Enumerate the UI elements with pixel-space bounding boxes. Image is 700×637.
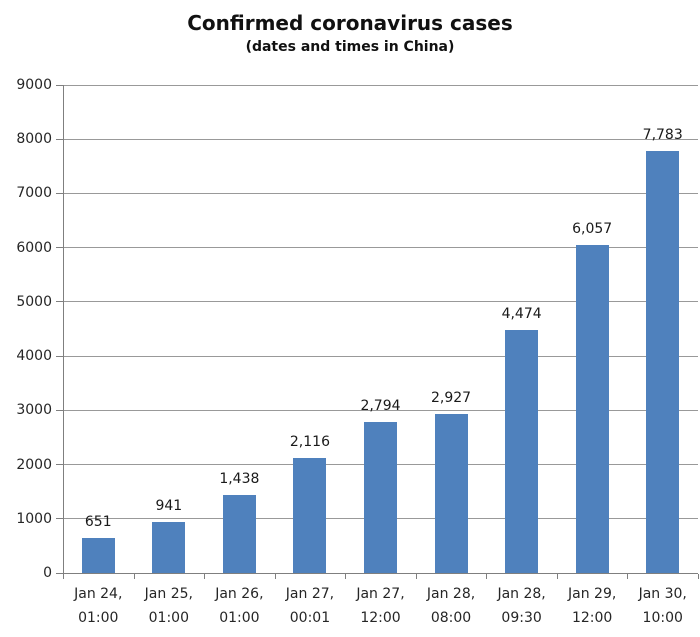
y-axis-tick <box>56 247 63 249</box>
gridline <box>63 409 698 411</box>
chart-title: Confirmed coronavirus cases <box>187 11 513 35</box>
bar-value-label: 941 <box>155 497 183 514</box>
y-axis-label: 7000 <box>16 185 52 202</box>
y-axis-label: 5000 <box>16 293 52 310</box>
x-axis-tick <box>486 573 488 579</box>
gridline <box>63 247 698 249</box>
y-axis-tick <box>56 409 63 411</box>
x-axis-label: Jan 26, 01:00 <box>215 586 264 626</box>
x-axis-label: Jan 27, 12:00 <box>356 586 405 626</box>
bar-value-label: 2,116 <box>289 434 330 451</box>
x-axis-tick <box>698 573 699 579</box>
y-axis-label: 9000 <box>16 77 52 93</box>
bar-value-label: 2,927 <box>431 390 472 407</box>
gridline <box>63 84 698 86</box>
x-axis-tick <box>63 573 64 579</box>
x-axis-label: Jan 29, 12:00 <box>568 586 617 626</box>
x-axis-tick <box>345 573 347 579</box>
bar-value-label: 7,783 <box>642 126 683 143</box>
y-axis-label: 8000 <box>16 131 52 148</box>
gridline <box>63 138 698 140</box>
x-axis-label: Jan 27, 00:01 <box>285 586 335 626</box>
bar-value-label: 1,438 <box>219 471 260 488</box>
bar-value-label: 4,474 <box>501 306 542 323</box>
y-axis-label: 6000 <box>16 239 52 256</box>
bar <box>646 150 680 573</box>
y-axis-label: 3000 <box>16 402 52 419</box>
bar <box>364 421 397 573</box>
bar <box>222 495 256 573</box>
y-axis-tick <box>56 355 63 357</box>
gridline <box>63 192 698 194</box>
bar <box>293 458 327 573</box>
x-axis-label: Jan 30, 10:00 <box>638 586 687 626</box>
x-axis-tick <box>133 573 135 579</box>
y-axis-tick <box>56 84 63 86</box>
y-axis-tick <box>56 192 63 194</box>
y-axis-tick <box>56 464 63 466</box>
bar-value-label: 651 <box>84 513 112 530</box>
y-axis-tick <box>56 301 63 303</box>
x-axis-label: Jan 28, 09:30 <box>497 586 546 626</box>
x-axis-tick <box>415 573 417 579</box>
y-axis-label: 1000 <box>16 510 52 527</box>
y-axis-label: 0 <box>43 565 52 581</box>
y-axis-tick <box>56 518 63 520</box>
bar <box>505 330 539 573</box>
x-axis-tick <box>204 573 206 579</box>
bar <box>152 521 186 573</box>
bar <box>575 244 609 573</box>
x-axis-tick <box>556 573 558 579</box>
gridline <box>63 301 698 303</box>
x-axis-label: Jan 25, 01:00 <box>144 586 193 626</box>
bar <box>81 537 115 573</box>
bar <box>434 414 468 573</box>
y-axis-label: 2000 <box>16 456 52 473</box>
y-axis-line <box>63 85 64 574</box>
y-axis-tick <box>56 138 63 140</box>
gridline <box>63 355 698 357</box>
x-axis-line <box>63 572 698 574</box>
bar-value-label: 2,794 <box>360 397 401 414</box>
x-axis-tick <box>274 573 276 579</box>
bar-value-label: 6,057 <box>572 220 613 237</box>
y-axis-label: 4000 <box>16 348 52 365</box>
x-axis-label: Jan 24, 01:00 <box>74 586 123 626</box>
x-axis-label: Jan 28, 08:00 <box>426 586 476 626</box>
chart-subtitle: (dates and times in China) <box>245 39 455 55</box>
y-axis-tick <box>56 572 63 574</box>
x-axis-tick <box>627 573 629 579</box>
